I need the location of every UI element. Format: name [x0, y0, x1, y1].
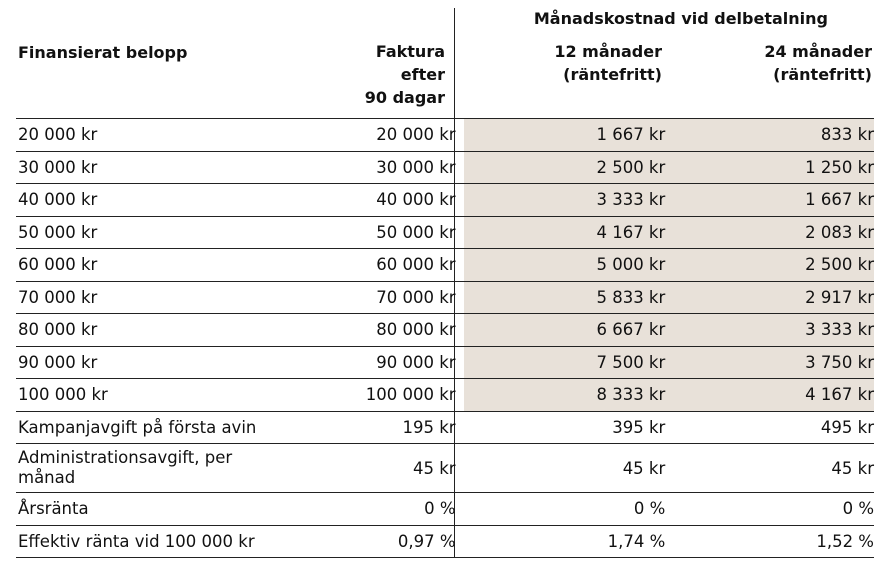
row-label: 30 000 kr [16, 150, 291, 184]
invoice-cell: 90 000 kr [290, 345, 464, 379]
row-label: Årsränta [16, 492, 291, 525]
invoice-cell: 40 000 kr [290, 183, 464, 216]
12-months-cell: 1 667 kr [463, 118, 676, 151]
invoice-cell: 60 000 kr [290, 248, 464, 281]
header-line: (räntefritt) [563, 65, 662, 84]
24-months-cell: 833 kr [675, 118, 874, 151]
invoice-cell: 20 000 kr [290, 118, 464, 151]
row-label: 70 000 kr [16, 280, 291, 314]
row-label: Administrationsavgift, per månad [16, 443, 291, 493]
header-line: Faktura [375, 42, 445, 61]
header-line: 12 månader [554, 42, 662, 61]
24-months-cell: 3 333 kr [675, 313, 874, 346]
12-months-cell: 4 167 kr [463, 215, 676, 249]
24-months-cell: 1 250 kr [675, 150, 874, 184]
header-line: efter [400, 65, 445, 84]
24-months-cell: 495 kr [675, 410, 874, 444]
header-financed-amount: Finansierat belopp [18, 43, 188, 62]
row-label: 50 000 kr [16, 215, 291, 249]
invoice-cell: 80 000 kr [290, 313, 464, 346]
invoice-cell: 45 kr [290, 443, 464, 493]
table-row: 60 000 kr 60 000 kr 5 000 kr 2 500 kr [16, 248, 874, 281]
invoice-cell: 30 000 kr [290, 150, 464, 184]
table-row: 20 000 kr 20 000 kr 1 667 kr 833 kr [16, 118, 874, 151]
24-months-cell: 45 kr [675, 443, 874, 493]
12-months-cell: 8 333 kr [463, 378, 676, 411]
row-label: 100 000 kr [16, 378, 291, 411]
row-label: 20 000 kr [16, 118, 291, 151]
24-months-cell: 2 083 kr [675, 215, 874, 249]
12-months-cell: 45 kr [463, 443, 676, 493]
24-months-cell: 4 167 kr [675, 378, 874, 411]
invoice-cell: 100 000 kr [290, 378, 464, 411]
table-row: 50 000 kr 50 000 kr 4 167 kr 2 083 kr [16, 215, 874, 249]
group-header: Månadskostnad vid delbetalning [533, 9, 828, 28]
row-label: 90 000 kr [16, 345, 291, 379]
row-label: 80 000 kr [16, 313, 291, 346]
header-line: (räntefritt) [773, 65, 872, 84]
header-line: 90 dagar [364, 88, 445, 107]
24-months-cell: 2 500 kr [675, 248, 874, 281]
row-label: 60 000 kr [16, 248, 291, 281]
header-invoice: Faktura efter 90 dagar [300, 40, 445, 109]
table-row: 30 000 kr 30 000 kr 2 500 kr 1 250 kr [16, 150, 874, 184]
24-months-cell: 1 667 kr [675, 183, 874, 216]
row-label: Kampanjavgift på första avin [16, 410, 291, 444]
table-row: 100 000 kr 100 000 kr 8 333 kr 4 167 kr [16, 378, 874, 411]
table-row: Effektiv ränta vid 100 000 kr 0,97 % 1,74 … [16, 524, 874, 558]
12-months-cell: 5 833 kr [463, 280, 676, 314]
invoice-cell: 0,97 % [290, 524, 464, 558]
row-label: 40 000 kr [16, 183, 291, 216]
invoice-cell: 195 kr [290, 410, 464, 444]
table-row: 90 000 kr 90 000 kr 7 500 kr 3 750 kr [16, 345, 874, 379]
24-months-cell: 1,52 % [675, 524, 874, 558]
12-months-cell: 0 % [463, 492, 676, 525]
24-months-cell: 0 % [675, 492, 874, 525]
table-row: 40 000 kr 40 000 kr 3 333 kr 1 667 kr [16, 183, 874, 216]
12-months-cell: 5 000 kr [463, 248, 676, 281]
12-months-cell: 1,74 % [463, 524, 676, 558]
12-months-cell: 395 kr [463, 410, 676, 444]
table-row: Kampanjavgift på första avin 195 kr 395 kr… [16, 410, 874, 444]
table-row: Årsränta 0 % 0 % 0 % [16, 492, 874, 525]
row-label: Effektiv ränta vid 100 000 kr [16, 524, 291, 558]
header-line: 24 månader [764, 42, 872, 61]
12-months-cell: 7 500 kr [463, 345, 676, 379]
invoice-cell: 0 % [290, 492, 464, 525]
cost-table: 20 000 kr 20 000 kr 1 667 kr 833 kr 30 000 k… [16, 118, 874, 558]
invoice-cell: 50 000 kr [290, 215, 464, 249]
24-months-cell: 2 917 kr [675, 280, 874, 314]
table-row: 70 000 kr 70 000 kr 5 833 kr 2 917 kr [16, 280, 874, 314]
12-months-cell: 2 500 kr [463, 150, 676, 184]
header-12-months: 12 månader (räntefritt) [460, 40, 662, 86]
12-months-cell: 3 333 kr [463, 183, 676, 216]
table-row: 80 000 kr 80 000 kr 6 667 kr 3 333 kr [16, 313, 874, 346]
12-months-cell: 6 667 kr [463, 313, 676, 346]
invoice-cell: 70 000 kr [290, 280, 464, 314]
table-row: Administrationsavgift, per månad 45 kr 45 … [16, 443, 874, 493]
header-24-months: 24 månader (räntefritt) [670, 40, 872, 86]
24-months-cell: 3 750 kr [675, 345, 874, 379]
